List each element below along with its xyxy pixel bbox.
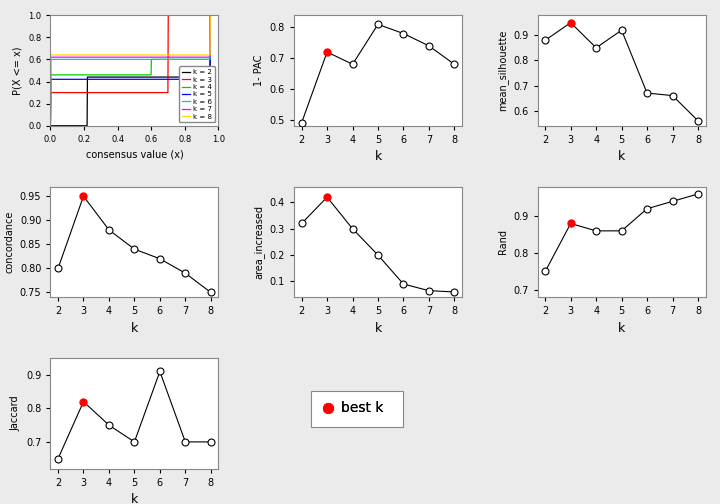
k = 8	[214, 12, 222, 18]
k = 3	[210, 12, 219, 18]
k = 3	[126, 90, 135, 96]
Legend: k = 2, k = 3, k = 4, k = 5, k = 6, k = 7, k = 8: k = 2, k = 3, k = 4, k = 5, k = 6, k = 7…	[179, 67, 215, 122]
k = 5	[206, 12, 215, 18]
X-axis label: k: k	[374, 322, 382, 335]
k = 5	[46, 123, 55, 129]
k = 4	[210, 12, 219, 18]
X-axis label: k: k	[618, 150, 625, 163]
k = 2	[46, 123, 55, 129]
k = 6	[126, 56, 135, 62]
k = 2	[146, 74, 155, 80]
k = 5	[184, 76, 192, 82]
k = 7	[127, 54, 135, 60]
k = 7	[126, 54, 135, 60]
k = 7	[137, 54, 145, 60]
k = 5	[146, 76, 155, 82]
k = 6	[214, 12, 222, 18]
k = 2	[206, 12, 215, 18]
k = 6	[137, 56, 145, 62]
Line: k = 6: k = 6	[50, 15, 218, 126]
k = 5	[126, 76, 135, 82]
k = 4	[184, 56, 192, 62]
Y-axis label: area_increased: area_increased	[253, 205, 264, 279]
Line: k = 4: k = 4	[50, 15, 218, 126]
k = 7	[184, 54, 192, 60]
k = 7	[210, 12, 219, 18]
k = 2	[126, 74, 135, 80]
k = 4	[137, 72, 145, 78]
X-axis label: k: k	[374, 150, 382, 163]
Line: k = 5: k = 5	[50, 15, 218, 126]
k = 3	[184, 12, 193, 18]
Text: best k: best k	[341, 401, 384, 415]
k = 5	[210, 12, 219, 18]
k = 6	[206, 12, 215, 18]
k = 7	[214, 12, 222, 18]
k = 4	[127, 72, 135, 78]
k = 2	[210, 12, 219, 18]
k = 6	[46, 123, 55, 129]
k = 7	[146, 54, 155, 60]
k = 8	[206, 12, 215, 18]
k = 4	[206, 12, 215, 18]
k = 3	[137, 90, 145, 96]
Y-axis label: Jaccard: Jaccard	[11, 396, 20, 431]
k = 3	[146, 90, 155, 96]
k = 4	[46, 123, 55, 129]
Y-axis label: Rand: Rand	[498, 229, 508, 255]
k = 6	[184, 56, 192, 62]
Y-axis label: mean_silhouette: mean_silhouette	[497, 30, 508, 111]
Line: k = 7: k = 7	[50, 15, 218, 126]
k = 3	[46, 123, 55, 129]
k = 5	[137, 76, 145, 82]
k = 8	[210, 12, 219, 18]
k = 5	[214, 12, 222, 18]
k = 2	[184, 74, 192, 80]
k = 2	[127, 74, 135, 80]
k = 7	[46, 123, 55, 129]
k = 3	[127, 90, 135, 96]
X-axis label: consensus value (x): consensus value (x)	[86, 149, 184, 159]
k = 2	[137, 74, 145, 80]
k = 5	[127, 76, 135, 82]
FancyBboxPatch shape	[311, 391, 403, 427]
Line: k = 8: k = 8	[50, 15, 218, 126]
Line: k = 3: k = 3	[50, 15, 218, 126]
k = 3	[214, 12, 222, 18]
X-axis label: k: k	[131, 322, 138, 335]
Y-axis label: 1- PAC: 1- PAC	[254, 55, 264, 86]
k = 8	[137, 52, 145, 58]
k = 6	[210, 12, 219, 18]
k = 4	[214, 12, 222, 18]
k = 4	[126, 72, 135, 78]
k = 7	[206, 12, 215, 18]
k = 8	[126, 52, 135, 58]
k = 8	[127, 52, 135, 58]
k = 8	[184, 52, 192, 58]
X-axis label: k: k	[618, 322, 625, 335]
k = 3	[164, 12, 173, 18]
Text: best k: best k	[341, 401, 384, 415]
k = 6	[127, 56, 135, 62]
k = 8	[146, 52, 155, 58]
k = 8	[46, 123, 55, 129]
X-axis label: k: k	[131, 493, 138, 504]
k = 4	[146, 72, 155, 78]
k = 2	[214, 12, 222, 18]
Y-axis label: concordance: concordance	[4, 211, 14, 273]
Y-axis label: P(X <= x): P(X <= x)	[12, 46, 22, 95]
k = 6	[146, 56, 155, 62]
Line: k = 2: k = 2	[50, 15, 218, 126]
